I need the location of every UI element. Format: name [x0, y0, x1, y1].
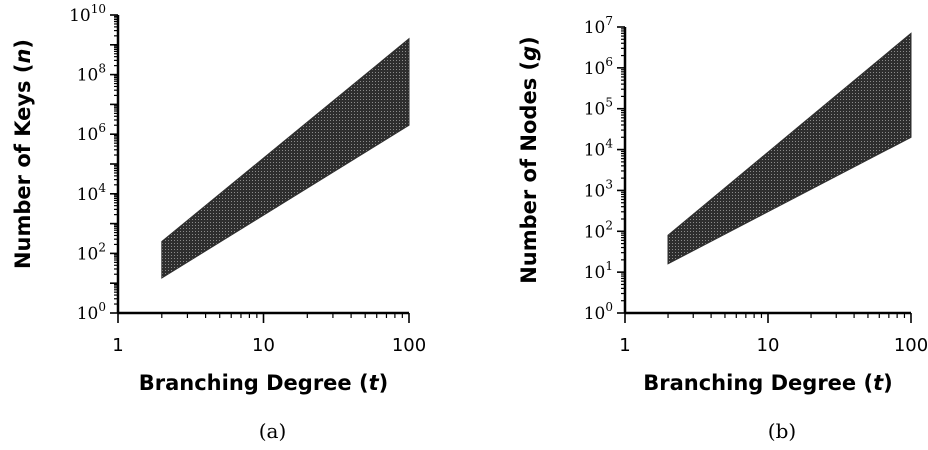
y-tick-exponent: 1: [605, 259, 613, 273]
y-tick-base: 10: [584, 59, 606, 79]
y-tick-base: 10: [584, 100, 606, 120]
y-tick-label: 106: [584, 55, 613, 79]
y-axis-title-part: Number of Nodes (: [517, 61, 541, 284]
y-tick-base: 10: [584, 18, 606, 38]
x-tick-label: 10: [757, 335, 780, 356]
y-tick-exponent: 2: [605, 218, 613, 232]
x-axis-title-part: t: [369, 371, 380, 395]
y-tick-base: 10: [77, 185, 99, 205]
y-tick-label: 105: [584, 96, 613, 120]
x-axis-title: Branching Degree (t): [139, 371, 389, 395]
y-tick-base: 10: [584, 141, 606, 161]
y-tick-label: 101: [584, 259, 613, 283]
y-tick-exponent: 7: [605, 14, 613, 28]
x-axis-title-part: Branching Degree (: [139, 371, 369, 395]
y-tick-exponent: 0: [98, 300, 106, 314]
y-tick-base: 10: [77, 304, 99, 324]
y-axis-title-part: ): [517, 36, 541, 46]
data-band: [667, 32, 912, 265]
y-tick-exponent: 6: [605, 55, 613, 69]
y-tick-exponent: 10: [91, 2, 106, 16]
y-tick-exponent: 2: [98, 240, 106, 254]
y-tick-base: 10: [584, 222, 606, 242]
x-axis-title-part: ): [883, 371, 893, 395]
y-tick-label: 100: [584, 300, 613, 324]
y-tick-exponent: 4: [98, 181, 106, 195]
y-tick-base: 10: [584, 263, 606, 283]
y-tick-base: 10: [584, 304, 606, 324]
y-tick-base: 10: [77, 244, 99, 264]
y-tick-label: 106: [77, 121, 106, 145]
y-axis-title-part: n: [11, 49, 35, 64]
y-tick-label: 102: [584, 218, 613, 242]
y-tick-exponent: 3: [605, 177, 613, 191]
y-axis-title-part: ): [11, 39, 35, 49]
y-tick-label: 1010: [69, 2, 106, 26]
x-axis-title-part: t: [873, 371, 884, 395]
y-tick-label: 108: [77, 62, 106, 86]
y-tick-exponent: 4: [605, 137, 613, 151]
y-tick-base: 10: [77, 66, 99, 86]
x-tick-label: 100: [894, 335, 928, 356]
y-tick-label: 107: [584, 14, 613, 38]
y-tick-label: 100: [77, 300, 106, 324]
y-tick-exponent: 8: [98, 62, 106, 76]
panel-caption: (b): [768, 419, 796, 443]
data-band: [161, 37, 410, 279]
y-tick-label: 102: [77, 240, 106, 264]
y-tick-exponent: 0: [605, 300, 613, 314]
y-tick-base: 10: [77, 125, 99, 145]
panel-caption: (a): [259, 419, 287, 443]
y-tick-base: 10: [584, 181, 606, 201]
y-tick-base: 10: [69, 6, 91, 26]
y-tick-label: 103: [584, 177, 613, 201]
y-tick-exponent: 6: [98, 121, 106, 135]
y-tick-label: 104: [77, 181, 107, 205]
x-axis-title-part: ): [379, 371, 389, 395]
x-tick-label: 100: [392, 335, 426, 356]
y-tick-label: 104: [584, 137, 614, 161]
y-axis-title: Number of Keys (n): [11, 39, 35, 269]
x-axis-title: Branching Degree (t): [643, 371, 893, 395]
y-tick-exponent: 5: [605, 96, 613, 110]
y-axis-title: Number of Nodes (g): [517, 36, 541, 284]
y-axis-title-part: g: [517, 46, 541, 61]
x-axis-title-part: Branching Degree (: [643, 371, 873, 395]
x-tick-label: 10: [252, 335, 275, 356]
x-tick-label: 1: [112, 335, 123, 356]
y-axis-title-part: Number of Keys (: [11, 64, 35, 269]
x-tick-label: 1: [619, 335, 630, 356]
